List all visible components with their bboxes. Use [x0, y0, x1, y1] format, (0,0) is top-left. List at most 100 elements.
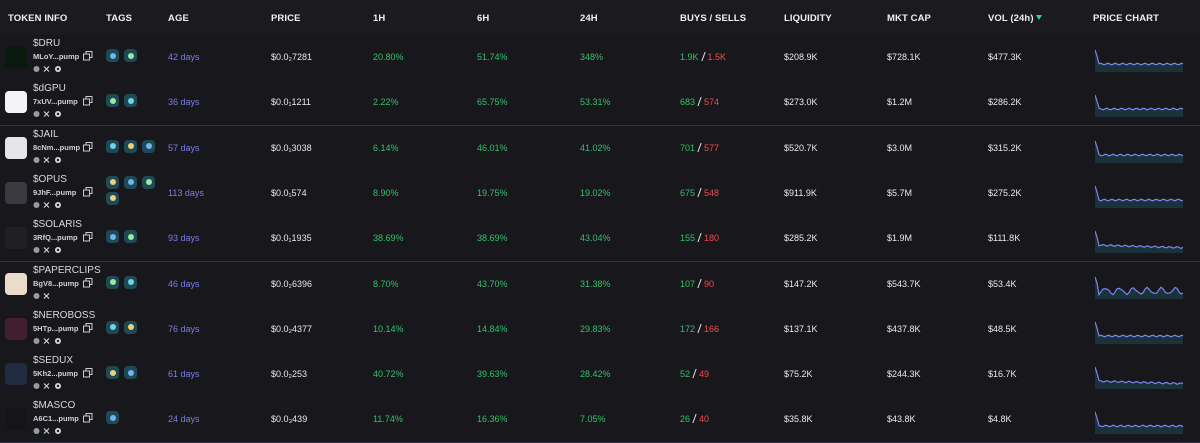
market-cap: $543.7K [887, 278, 921, 289]
tag-badge[interactable] [124, 320, 137, 334]
token-row[interactable]: $SOLARIS 3RfQ...pump 93 days $0.0₁1935 38.69… [0, 216, 1200, 263]
column-header[interactable]: 6H [477, 13, 490, 24]
volume-24h: $275.2K [988, 187, 1022, 198]
volume-24h: $4.8K [988, 414, 1012, 425]
tag-badge[interactable] [106, 275, 119, 289]
separator [697, 233, 702, 243]
tag-badge[interactable] [106, 175, 119, 189]
market-cap: $244.3K [887, 369, 921, 380]
tag-badge[interactable] [106, 320, 119, 334]
price: $0.0₁574 [271, 187, 307, 198]
social-links[interactable] [33, 246, 69, 254]
liquidity: $147.2K [784, 278, 818, 289]
change-1h: 10.14% [373, 323, 404, 334]
market-cap: $437.8K [887, 323, 921, 334]
social-links[interactable] [33, 110, 69, 118]
copy-icon[interactable] [83, 232, 93, 242]
buys-sells: 26 40 [680, 414, 709, 424]
copy-icon[interactable] [83, 96, 93, 106]
token-row[interactable]: $SEDUX 5Kh2...pump 61 days $0.0₂253 40.72% 39… [0, 352, 1200, 399]
copy-icon[interactable] [83, 322, 93, 333]
social-links[interactable] [33, 427, 69, 435]
social-links[interactable] [33, 382, 69, 390]
token-row[interactable]: $OPUS 9JhF...pump 113 days $0.0₁574 8.90% 19.… [0, 170, 1200, 217]
change-24h: 7.05% [580, 414, 606, 425]
change-24h: 43.04% [580, 233, 611, 244]
token-row[interactable]: $dGPU 7xUV...pump 36 days $0.0₁1211 2.22% 65.… [0, 80, 1200, 127]
volume-24h: $48.5K [988, 323, 1017, 334]
column-header[interactable]: VOL (24h) [988, 13, 1042, 24]
token-address: BgV8...pump [33, 278, 79, 288]
social-links[interactable] [33, 201, 69, 209]
tag-badge[interactable] [106, 139, 119, 153]
age: 61 days [168, 369, 200, 380]
tag-badge[interactable] [142, 139, 155, 153]
change-24h: 348% [580, 52, 604, 62]
tag-badge[interactable] [124, 49, 137, 62]
token-logo [5, 317, 27, 340]
price: $0.0₁1211 [271, 97, 311, 108]
token-logo [5, 91, 27, 114]
buys: 1.9K [680, 52, 699, 62]
column-header[interactable]: 24H [580, 13, 598, 24]
social-links[interactable] [33, 65, 69, 73]
tag-badge[interactable] [106, 94, 119, 108]
buys-sells: 107 90 [680, 278, 714, 289]
copy-icon[interactable] [83, 413, 93, 423]
token-address: A6C1...pump [33, 414, 79, 424]
tag-badge[interactable] [124, 139, 137, 153]
copy-icon[interactable] [83, 51, 93, 61]
change-6h: 16.36% [477, 414, 508, 425]
column-header[interactable]: PRICE [271, 13, 301, 24]
volume-24h: $111.8K [988, 233, 1021, 244]
tag-badge[interactable] [106, 230, 119, 244]
change-6h: 38.69% [477, 233, 508, 244]
sells: 574 [704, 97, 720, 108]
token-row[interactable]: $JAIL 8cNm...pump 57 days $0.0₁3038 6.14% 46.… [0, 125, 1200, 172]
buys: 683 [680, 97, 696, 108]
liquidity: $35.8K [784, 414, 813, 425]
token-address: 8cNm...pump [33, 142, 81, 152]
liquidity: $137.1K [784, 323, 818, 334]
separator [697, 323, 702, 333]
tag-badge[interactable] [106, 411, 119, 425]
tag-badge[interactable] [124, 275, 137, 289]
token-symbol: $SOLARIS [33, 219, 82, 231]
liquidity: $273.0K [784, 97, 818, 108]
sells: 1.5K [707, 52, 727, 62]
column-header[interactable]: AGE [168, 13, 189, 24]
volume-24h: $477.3K [988, 52, 1022, 62]
copy-icon[interactable] [83, 277, 93, 288]
token-row[interactable]: $NEROBOSS 5HTp...pump 76 days $0.0₂4377 10.1… [0, 306, 1200, 353]
price: $0.0₃439 [271, 414, 308, 425]
tag-badge[interactable] [106, 191, 119, 205]
token-row[interactable]: $DRU MLoY...pump 42 days $0.0₂7281 20.80% 51.… [0, 35, 1200, 81]
social-links[interactable] [33, 292, 69, 300]
token-row[interactable]: $PAPERCLIPS BgV8...pump 46 days $0.0₂6396 8.… [0, 261, 1200, 308]
price-sparkline [1095, 366, 1184, 390]
column-header[interactable]: MKT CAP [887, 13, 931, 24]
tag-badge[interactable] [142, 175, 155, 189]
tag-badge[interactable] [124, 175, 137, 189]
tag-badge[interactable] [124, 366, 137, 380]
tag-badge[interactable] [106, 49, 119, 62]
change-24h: 31.38% [580, 278, 611, 289]
tag-badge[interactable] [124, 230, 137, 244]
price: $0.0₂253 [271, 369, 308, 380]
tag-badge[interactable] [106, 366, 119, 380]
copy-icon[interactable] [83, 141, 93, 152]
copy-icon[interactable] [83, 368, 93, 378]
column-header[interactable]: 1H [373, 13, 386, 24]
token-row[interactable]: $MASCO A6C1...pump 24 days $0.0₃439 11.74% 16… [0, 397, 1200, 443]
column-header[interactable]: BUYS / SELLS [680, 13, 747, 24]
change-1h: 11.74% [373, 414, 403, 425]
social-links[interactable] [33, 156, 69, 164]
copy-icon[interactable] [83, 186, 93, 197]
liquidity: $285.2K [784, 233, 818, 244]
market-cap: $1.9M [887, 233, 913, 244]
column-header[interactable]: LIQUIDITY [784, 13, 832, 24]
buys: 675 [680, 187, 696, 198]
tag-badge[interactable] [124, 94, 137, 108]
change-6h: 14.84% [477, 323, 508, 334]
social-links[interactable] [33, 337, 69, 345]
